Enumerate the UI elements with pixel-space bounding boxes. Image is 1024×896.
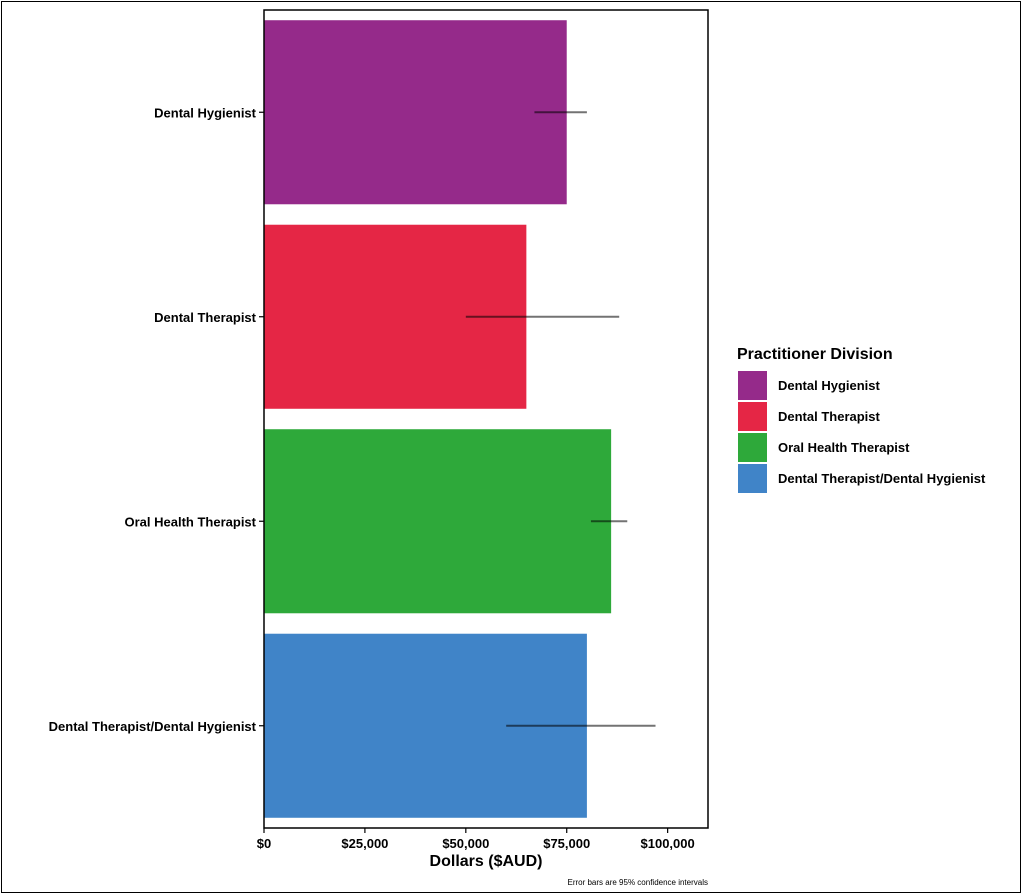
legend-items: Dental Hygienist Dental Therapist Oral Hea… — [738, 371, 986, 493]
legend-swatch — [738, 402, 767, 431]
x-axis: $0 $25,000 $50,000 $75,000 $100,000 — [257, 828, 695, 851]
legend-title: Practitioner Division — [737, 346, 893, 363]
legend-label: Dental Therapist/Dental Hygienist — [778, 471, 986, 486]
legend-swatch — [738, 464, 767, 493]
x-tick-label: $75,000 — [543, 836, 590, 851]
y-axis: Dental Hygienist Dental Therapist Oral Hea… — [49, 105, 264, 734]
x-tick-label: $25,000 — [341, 836, 388, 851]
x-tick-label: $0 — [257, 836, 271, 851]
bar — [264, 429, 612, 614]
chart-caption: Error bars are 95% confidence intervals — [567, 878, 708, 887]
legend-swatch — [738, 433, 767, 462]
legend-swatch — [738, 371, 767, 400]
x-tick-label: $50,000 — [442, 836, 489, 851]
plot-border — [263, 9, 709, 829]
x-axis-label: Dollars ($AUD) — [430, 853, 543, 870]
bars-layer — [264, 20, 612, 818]
bar — [264, 20, 567, 205]
y-tick-label: Dental Therapist/Dental Hygienist — [49, 719, 257, 734]
legend: Practitioner Division Dental HygienistDe… — [737, 346, 986, 493]
y-tick-label: Dental Hygienist — [154, 105, 257, 120]
legend-label: Dental Therapist — [778, 409, 881, 424]
y-tick-label: Dental Therapist — [154, 310, 257, 325]
y-tick-label: Oral Health Therapist — [125, 514, 257, 529]
x-tick-label: $100,000 — [641, 836, 695, 851]
legend-label: Dental Hygienist — [778, 378, 881, 393]
error-bars-layer — [465, 111, 656, 727]
legend-label: Oral Health Therapist — [778, 440, 910, 455]
